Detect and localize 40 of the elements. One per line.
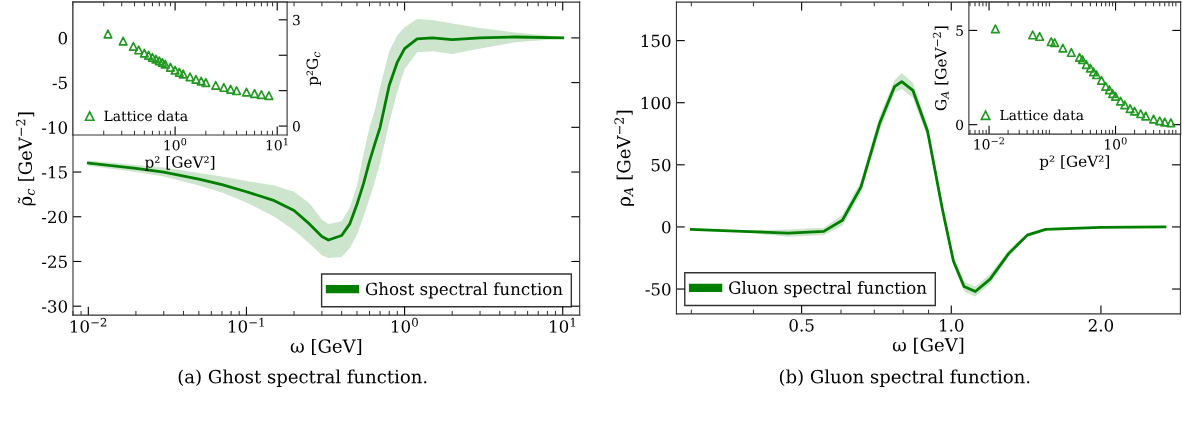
text: (b) Gluon spectral function. bbox=[779, 369, 1030, 387]
x-tick-label: 10$^{1}$ bbox=[550, 317, 576, 333]
text: (a) Ghost spectral function. bbox=[178, 369, 427, 387]
y2-axis-title: p²G$_{c}$ bbox=[306, 51, 321, 86]
x-axis-title: ω [GeV] bbox=[892, 337, 964, 354]
x-tick-label: 10$^{0}$ bbox=[164, 137, 187, 151]
y-tick-label: -30 bbox=[42, 300, 68, 313]
y-tick-label: -20 bbox=[42, 210, 68, 224]
y-axis-title: ρ$_{A}$ [GeV$^{−2}$] bbox=[614, 110, 635, 206]
legend-label: Lattice data bbox=[104, 110, 188, 122]
x-tick-label: 10$^{0}$ bbox=[1105, 137, 1127, 150]
x-tick-label: 2.0 bbox=[1088, 319, 1114, 332]
x-tick-label: 10$^{0}$ bbox=[391, 317, 418, 333]
y-axis-title: G$_{A}$ [GeV$^{−2}$] bbox=[932, 26, 949, 111]
x-tick-label: 0.5 bbox=[789, 319, 814, 332]
y2-tick-label: 3 bbox=[293, 14, 300, 26]
y-tick-label: -5 bbox=[52, 76, 67, 90]
y2-tick-label: 0 bbox=[292, 121, 300, 132]
x-tick-label: 10$^{1}$ bbox=[266, 137, 288, 151]
legend-label: Lattice data bbox=[1000, 109, 1084, 121]
y-tick-label: -10 bbox=[42, 121, 68, 134]
legend-label: Ghost spectral function bbox=[365, 282, 563, 299]
x-tick-label: 10$^{−1}$ bbox=[228, 317, 264, 333]
y-tick-label: 5 bbox=[956, 25, 963, 36]
x-axis-title: ω [GeV] bbox=[290, 338, 362, 355]
y-tick-label: 150 bbox=[641, 34, 671, 48]
legend-label: Gluon spectral function bbox=[729, 281, 927, 298]
x-axis-title: p² [GeV²] bbox=[144, 156, 215, 171]
y-axis-title: ρ̃$_{c}$ [GeV$^{−2}$] bbox=[15, 112, 36, 206]
y-tick-label: 50 bbox=[651, 158, 671, 172]
y-tick-label: 0 bbox=[58, 31, 68, 45]
x-tick-label: 1.0 bbox=[940, 319, 964, 332]
y-tick-label: 0 bbox=[662, 220, 671, 234]
y-tick-label: 100 bbox=[641, 96, 671, 110]
y-tick-label: -50 bbox=[645, 282, 671, 296]
x-tick-label: 10$^{−2}$ bbox=[974, 137, 1004, 150]
y-tick-label: -25 bbox=[42, 255, 67, 269]
x-axis-title: p² [GeV²] bbox=[1039, 155, 1109, 170]
y-tick-label: -15 bbox=[42, 166, 67, 179]
x-tick-label: 10$^{−2}$ bbox=[70, 317, 107, 333]
